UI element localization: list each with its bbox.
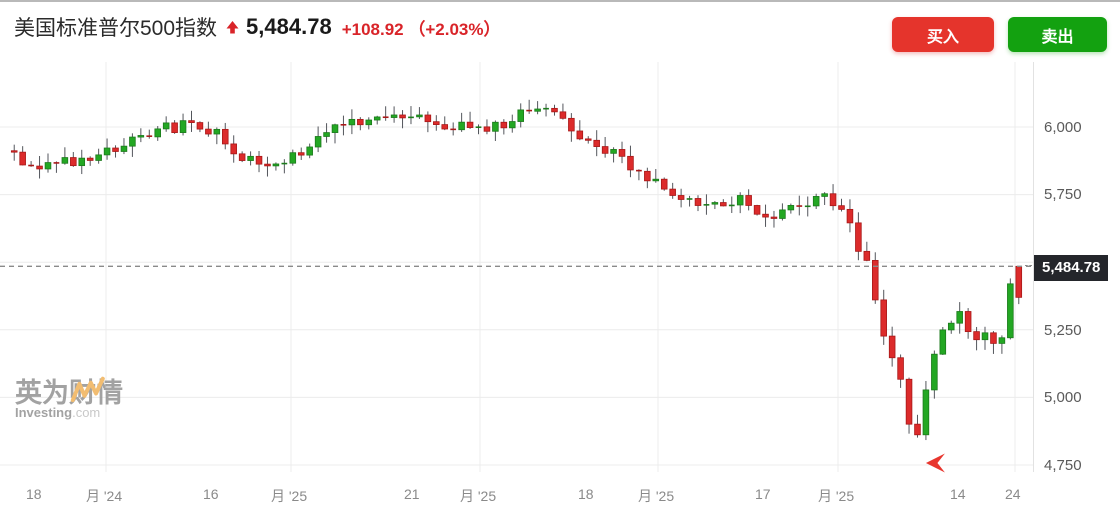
svg-text:英为财情: 英为财情 xyxy=(15,378,123,408)
svg-text:Investing.com: Investing.com xyxy=(15,405,100,420)
